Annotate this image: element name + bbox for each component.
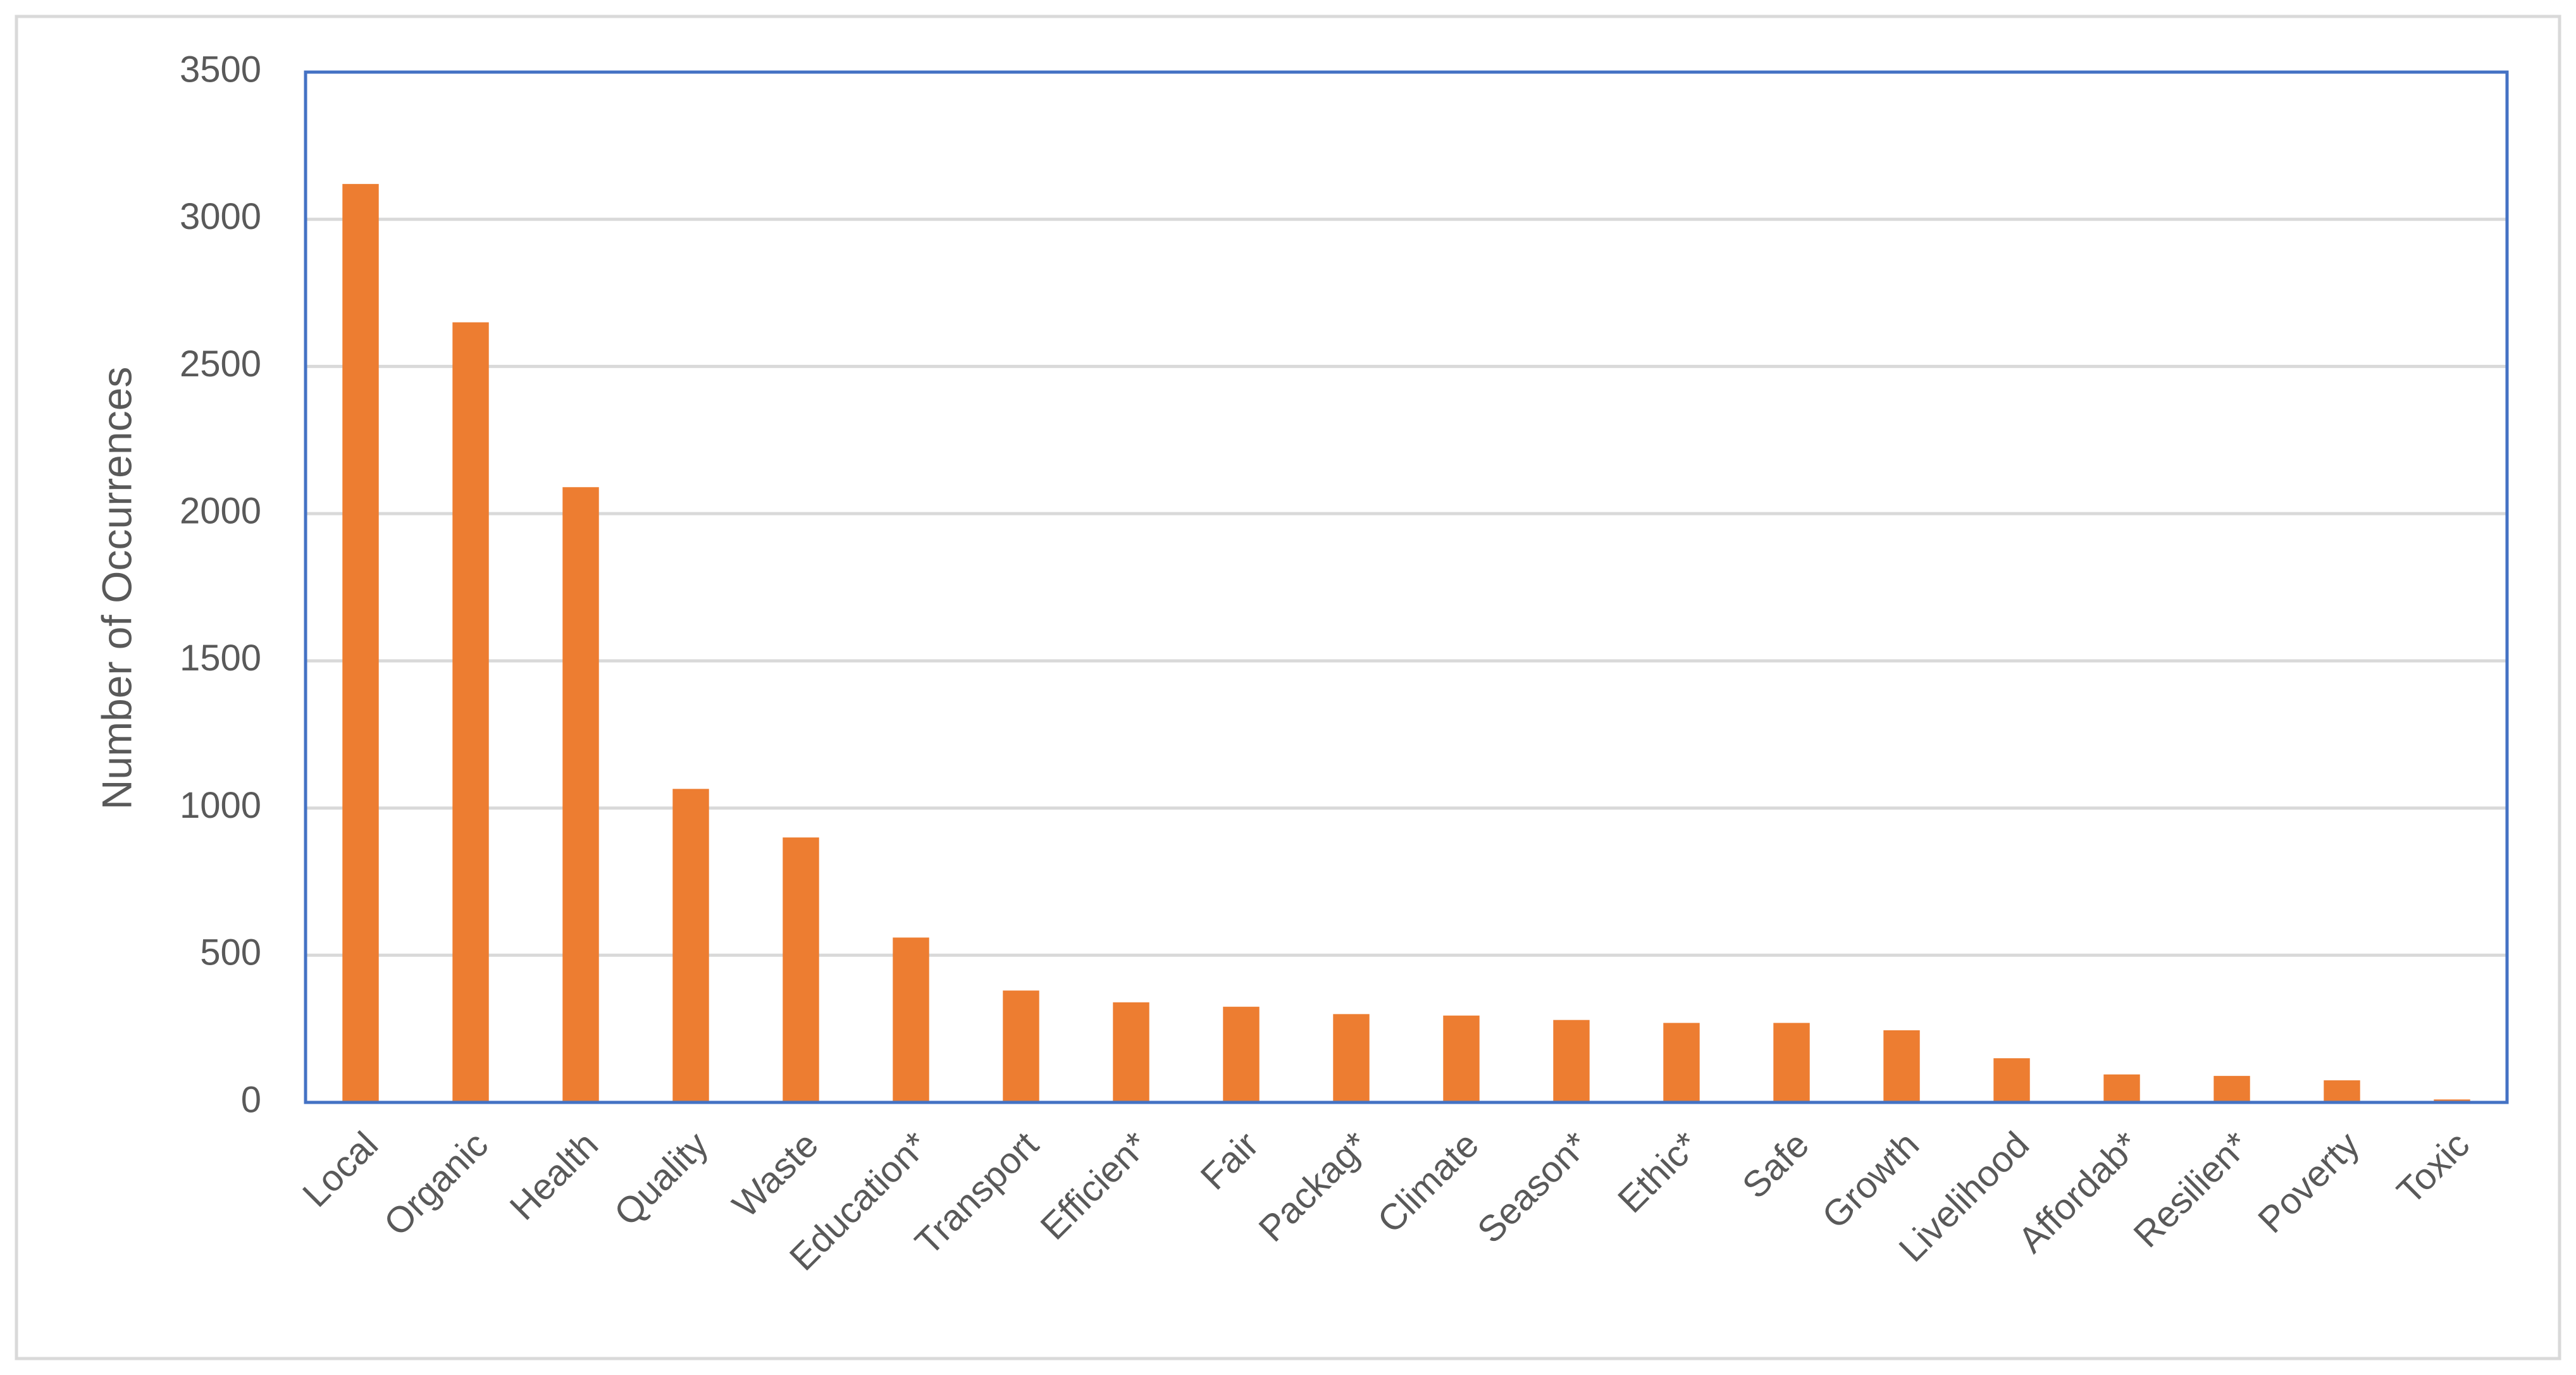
- y-tick-label: 1500: [180, 638, 261, 679]
- bar: [562, 487, 599, 1102]
- bar: [1333, 1014, 1370, 1102]
- bar: [342, 183, 379, 1103]
- bar: [1773, 1023, 1810, 1102]
- bar: [2103, 1074, 2140, 1102]
- y-tick-label: 2000: [180, 490, 261, 531]
- bar: [1003, 990, 1039, 1102]
- bar: [1443, 1015, 1480, 1102]
- bar: [2324, 1080, 2360, 1102]
- bars: [342, 183, 2470, 1103]
- y-tick-label: 1000: [180, 785, 261, 826]
- bar: [2214, 1076, 2250, 1102]
- bar: [1553, 1020, 1590, 1102]
- bar: [452, 322, 489, 1103]
- bar: [1663, 1023, 1700, 1102]
- bar: [783, 837, 819, 1102]
- chart-border: [15, 15, 2561, 1360]
- bar: [1113, 1002, 1149, 1102]
- y-tick-label: 3000: [180, 196, 261, 237]
- bar: [1883, 1030, 1920, 1102]
- bar: [893, 937, 929, 1102]
- y-axis-title: Number of Occurrences: [93, 367, 140, 810]
- y-tick-label: 0: [241, 1079, 261, 1120]
- bar: [1993, 1058, 2030, 1102]
- y-tick-label: 3500: [180, 49, 261, 90]
- y-tick-label: 2500: [180, 343, 261, 385]
- bar: [1223, 1006, 1260, 1102]
- y-tick-label: 500: [200, 932, 261, 973]
- bar: [672, 789, 709, 1102]
- plot-border: [304, 70, 2509, 1104]
